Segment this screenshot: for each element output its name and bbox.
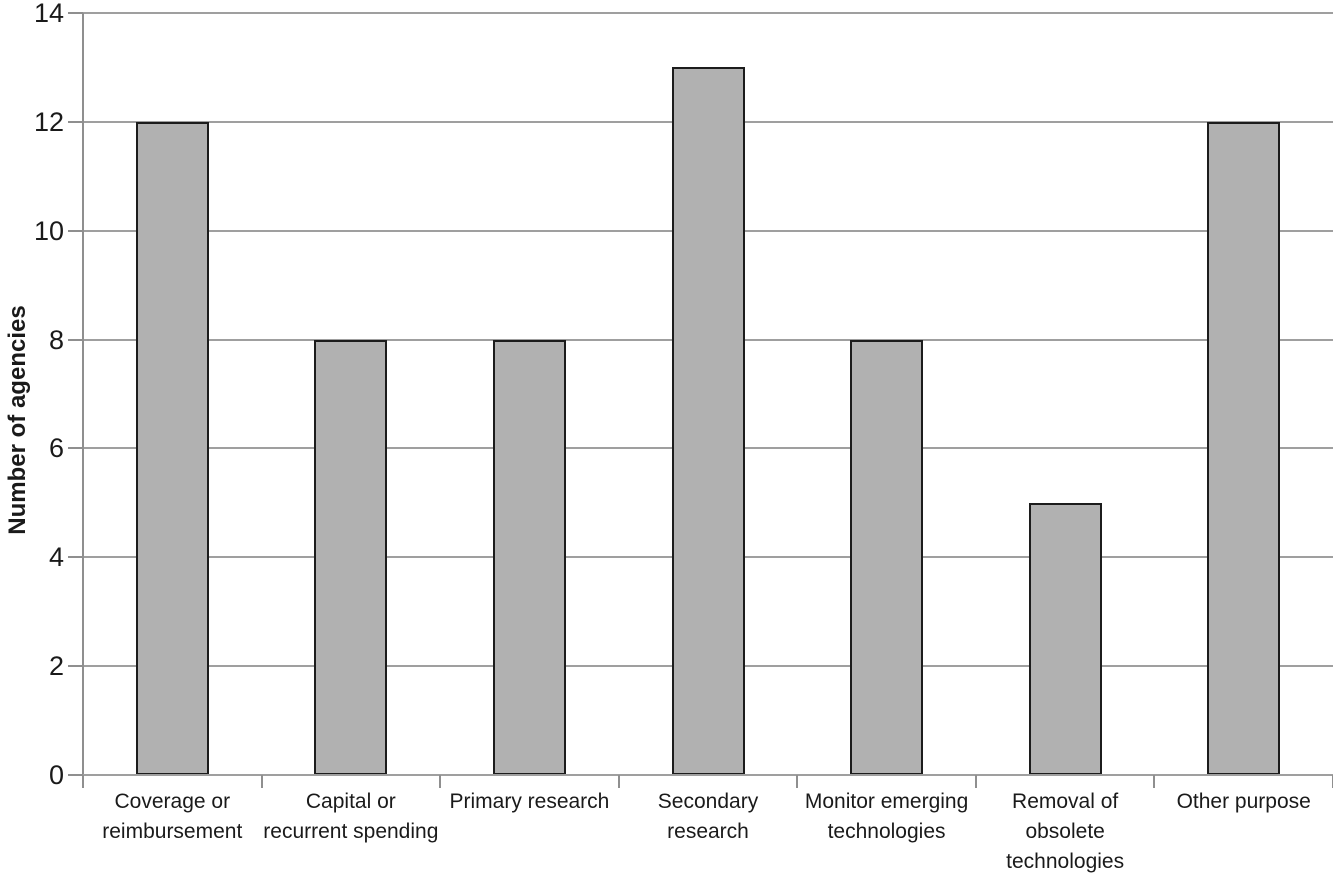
y-axis-tick bbox=[68, 447, 83, 450]
y-tick-label: 10 bbox=[33, 215, 64, 246]
x-axis-tick bbox=[796, 775, 799, 788]
y-tick-label: 0 bbox=[48, 760, 64, 790]
gridline-14 bbox=[83, 12, 1333, 14]
x-category-label-6: Removal of obsolete technologies bbox=[1006, 790, 1125, 873]
x-axis-tick bbox=[617, 775, 620, 788]
y-axis-tick bbox=[68, 12, 83, 14]
bar-2 bbox=[314, 339, 388, 775]
x-axis-tick bbox=[1153, 775, 1156, 788]
y-tick-label: 12 bbox=[33, 106, 64, 137]
bar-3 bbox=[492, 339, 566, 775]
bar-4 bbox=[671, 67, 745, 775]
x-axis-tick bbox=[82, 775, 84, 788]
bar-7 bbox=[1207, 121, 1281, 775]
x-category-label-3: Primary research bbox=[449, 790, 610, 813]
y-axis-line bbox=[82, 13, 84, 788]
x-category-label-5: Monitor emerging technologies bbox=[804, 790, 969, 843]
bar-5 bbox=[850, 339, 924, 775]
y-tick-label: 2 bbox=[48, 651, 64, 682]
x-axis-tick bbox=[260, 775, 263, 788]
x-category-label-2: Capital or recurrent spending bbox=[263, 790, 439, 843]
y-axis-tick bbox=[68, 338, 83, 341]
y-tick-label: 4 bbox=[48, 542, 64, 573]
x-category-label-4: Secondary research bbox=[657, 790, 759, 843]
bar-6 bbox=[1028, 502, 1102, 775]
y-axis-tick bbox=[68, 665, 83, 668]
y-axis-tick bbox=[68, 120, 83, 123]
y-axis-tick bbox=[68, 229, 83, 232]
y-tick-label: 6 bbox=[48, 433, 64, 464]
y-axis-tick bbox=[68, 774, 83, 776]
x-axis-line bbox=[83, 774, 1333, 776]
x-category-label-1: Coverage or reimbursement bbox=[102, 790, 243, 843]
y-axis-tick bbox=[68, 556, 83, 559]
x-category-label-7: Other purpose bbox=[1176, 790, 1311, 813]
x-axis-tick bbox=[439, 775, 442, 788]
y-tick-label: 14 bbox=[33, 0, 64, 28]
bar-1 bbox=[135, 121, 209, 775]
x-axis-tick bbox=[974, 775, 977, 788]
y-tick-label: 8 bbox=[48, 324, 64, 355]
y-axis-title: Number of agencies bbox=[4, 305, 31, 535]
